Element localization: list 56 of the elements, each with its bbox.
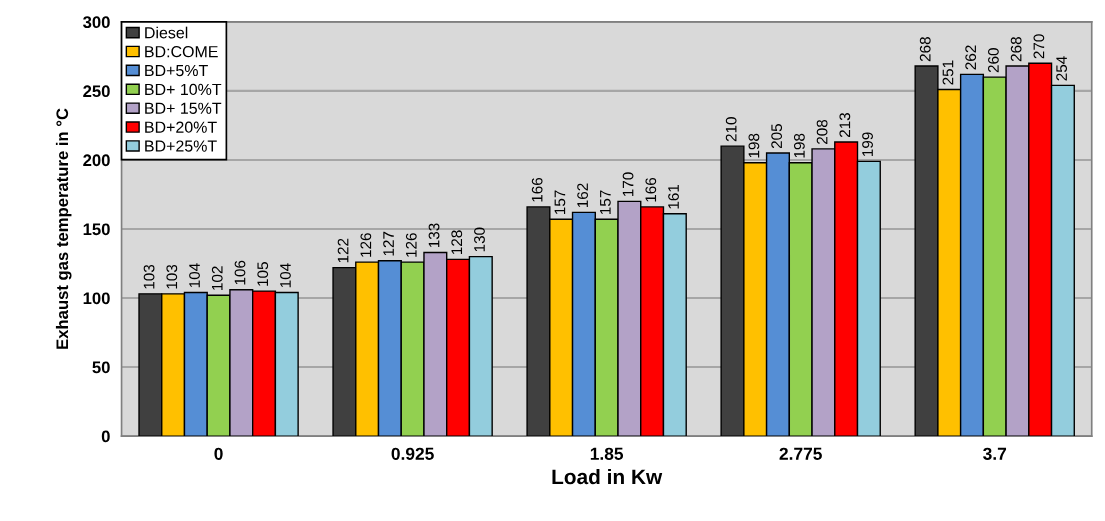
y-tick-label: 250: [83, 85, 110, 98]
legend-label: Diesel: [145, 26, 188, 39]
data-label: 199: [862, 132, 873, 156]
legend-label: BD+25%T: [145, 140, 217, 152]
legend-label: BD+5%T: [145, 64, 208, 77]
x-tick-label: 1.85: [590, 447, 624, 460]
legend-label: BD+ 15%T: [145, 102, 222, 114]
data-label: 128: [451, 230, 463, 255]
data-label: 106: [234, 260, 246, 285]
data-label: 105: [257, 262, 269, 286]
y-tick-label: 150: [83, 223, 110, 236]
data-label: 104: [280, 263, 291, 288]
data-label: 170: [622, 172, 634, 197]
data-label: 102: [211, 266, 223, 290]
data-label: 268: [1010, 37, 1022, 62]
data-label: 103: [143, 264, 155, 289]
data-label: 126: [360, 233, 372, 257]
y-tick-label: 50: [92, 361, 110, 374]
data-label: 213: [839, 113, 851, 138]
data-label: 254: [1056, 56, 1068, 81]
data-label: 166: [531, 177, 543, 202]
data-label: 198: [748, 133, 760, 158]
data-label: 251: [942, 60, 954, 85]
x-axis-title: Load in Kw: [552, 468, 663, 485]
data-label: 268: [919, 37, 931, 62]
x-tick-label: 0: [214, 447, 223, 460]
legend-label: BD+20%T: [145, 121, 217, 133]
data-label: 162: [577, 183, 589, 208]
data-label: 133: [428, 223, 440, 248]
y-tick-label: 100: [83, 292, 110, 305]
y-tick-label: 300: [83, 16, 110, 29]
data-label: 157: [554, 190, 566, 214]
data-label: 161: [668, 184, 679, 209]
data-label: 262: [965, 45, 977, 70]
data-label: 104: [189, 263, 200, 288]
data-label: 130: [474, 227, 485, 252]
data-label: 210: [725, 117, 737, 142]
data-label: 103: [166, 264, 178, 289]
y-tick-label: 0: [101, 430, 110, 443]
x-tick-label: 2.775: [779, 447, 822, 460]
data-label: 127: [383, 231, 394, 256]
y-tick-label: 200: [83, 154, 110, 167]
data-label: 208: [816, 119, 828, 144]
y-axis-title: Exhaust gas temperature in °C: [55, 108, 72, 349]
data-label: 205: [771, 124, 783, 149]
data-label: 260: [988, 48, 999, 73]
data-label: 126: [405, 233, 417, 257]
x-tick-label: 3.7: [983, 447, 1007, 460]
data-label: 122: [337, 238, 349, 263]
data-label: 270: [1033, 34, 1045, 59]
legend-label: BD:COME: [145, 45, 218, 58]
legend-label: BD+ 10%T: [145, 83, 222, 96]
x-tick-label: 0.925: [391, 447, 434, 460]
data-label: 157: [600, 190, 611, 214]
data-label: 198: [793, 133, 805, 158]
data-label: 166: [645, 177, 657, 202]
